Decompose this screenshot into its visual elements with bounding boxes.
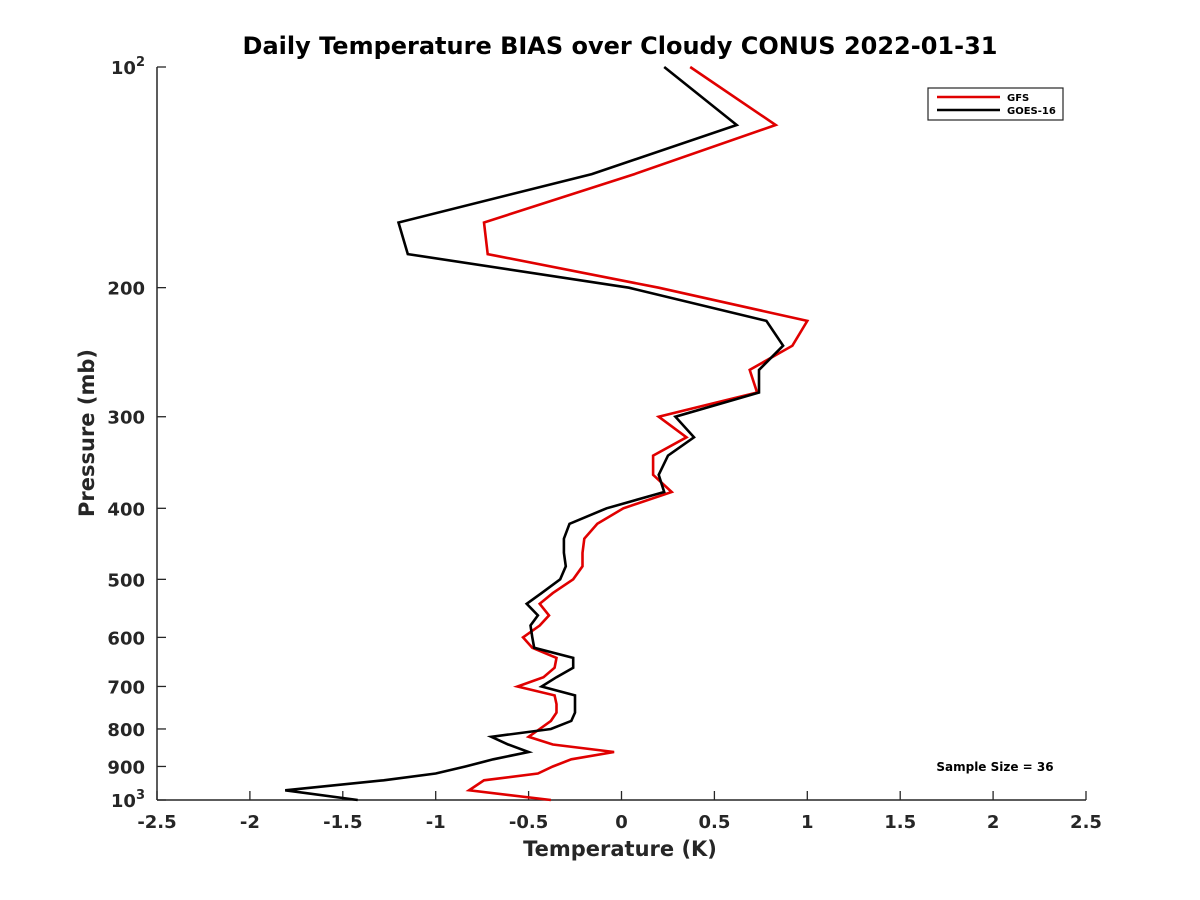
y-tick-exponent: 2: [136, 55, 145, 70]
y-tick-label: 800: [107, 720, 145, 741]
y-tick-label: 900: [107, 757, 145, 778]
y-tick-label: 300: [107, 408, 145, 429]
y-tick-label: 600: [107, 628, 145, 649]
x-tick-label: 2.5: [1070, 812, 1102, 833]
x-tick-label: -2: [240, 812, 260, 833]
y-tick-label: 102: [111, 55, 145, 79]
x-tick-label: 0: [615, 812, 628, 833]
y-tick-label: 103: [111, 788, 145, 812]
y-tick-label: 200: [107, 279, 145, 300]
y-tick-label: 400: [107, 499, 145, 520]
chart-title: Daily Temperature BIAS over Cloudy CONUS…: [243, 32, 998, 60]
legend-label-goes16: GOES-16: [1007, 106, 1056, 117]
tick-labels: -2.5 -2 -1.5 -1 -0.5 0 0.5 1 1.5 2 2.5 102 200 300 400…: [107, 55, 1102, 833]
y-tick-label: 500: [107, 570, 145, 591]
legend-label-gfs: GFS: [1007, 93, 1029, 104]
legend: GFS GOES-16: [927, 87, 1064, 121]
series-line-goes16: [285, 65, 785, 802]
x-tick-label: -1: [426, 812, 446, 833]
x-tick-label: 2: [987, 812, 1000, 833]
sample-size-annotation: Sample Size = 36: [936, 760, 1053, 774]
x-tick-label: 1.5: [884, 812, 916, 833]
y-axis-label: Pressure (mb): [75, 349, 99, 517]
x-tick-label: -2.5: [137, 812, 176, 833]
y-tick-label: 700: [107, 677, 145, 698]
x-tick-label: 0.5: [698, 812, 730, 833]
plot-area: [285, 65, 810, 802]
axes: [156, 66, 1087, 801]
x-tick-label: 1: [801, 812, 814, 833]
series-line-gfs: [465, 65, 810, 802]
legend-box: [927, 87, 1064, 121]
x-tick-label: -1.5: [323, 812, 362, 833]
y-tick-exponent: 3: [136, 788, 145, 803]
x-tick-label: -0.5: [509, 812, 548, 833]
x-axis-label: Temperature (K): [523, 837, 717, 861]
